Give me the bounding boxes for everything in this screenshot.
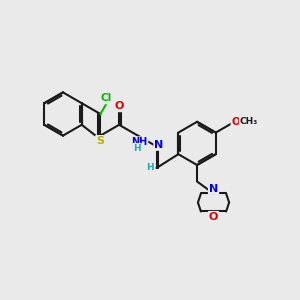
Text: H: H	[134, 144, 141, 153]
Text: N: N	[209, 184, 218, 194]
Text: O: O	[114, 101, 124, 111]
Text: CH₃: CH₃	[240, 117, 258, 126]
Text: O: O	[232, 117, 240, 127]
Text: Cl: Cl	[101, 93, 112, 103]
Text: N: N	[154, 140, 164, 150]
Text: S: S	[96, 136, 104, 146]
Text: O: O	[209, 212, 218, 222]
Text: H: H	[146, 164, 154, 172]
Text: NH: NH	[131, 137, 147, 147]
